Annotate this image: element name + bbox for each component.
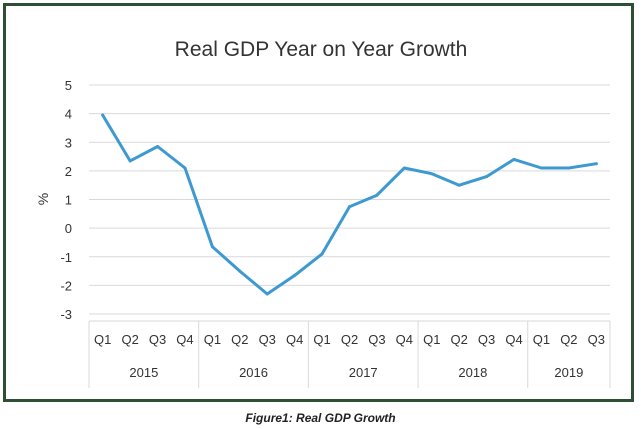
data-point bbox=[348, 205, 351, 209]
y-tick-label: -3 bbox=[60, 307, 72, 322]
x-tick-label: Q4 bbox=[286, 332, 303, 347]
data-point bbox=[594, 162, 598, 166]
x-tick-label: Q3 bbox=[368, 332, 385, 347]
gridlines bbox=[89, 84, 610, 315]
data-point bbox=[485, 175, 489, 179]
x-tick-label: Q1 bbox=[533, 332, 550, 347]
y-tick-label: 1 bbox=[65, 193, 72, 208]
data-point bbox=[320, 252, 324, 256]
y-tick-label: 2 bbox=[65, 164, 72, 179]
plot-area bbox=[101, 113, 598, 296]
x-tick-label: Q4 bbox=[396, 332, 413, 347]
x-tick-label: Q3 bbox=[478, 332, 495, 347]
y-axis-label: % bbox=[35, 193, 51, 205]
data-point bbox=[156, 145, 160, 149]
x-tick-label: Q3 bbox=[149, 332, 166, 347]
x-axis: Q1 Q2 Q3 Q4 Q1 Q2 Q3 Q4 Q1 Q2 Q3 Q4 Q1 Q2 Q3 Q4 Q1 Q2 Q3 20… bbox=[88, 320, 611, 388]
x-tick-label: Q1 bbox=[204, 332, 221, 347]
data-point bbox=[375, 193, 379, 197]
data-point bbox=[539, 166, 543, 170]
data-point bbox=[238, 269, 242, 273]
figure-caption: Figure1: Real GDP Growth bbox=[245, 411, 396, 425]
x-tick-label: Q4 bbox=[176, 332, 193, 347]
chart-title: Real GDP Year on Year Growth bbox=[175, 38, 468, 61]
data-point bbox=[101, 113, 105, 117]
x-tick-label: Q2 bbox=[231, 332, 248, 347]
y-axis-ticks: 5 4 3 2 1 0 -1 -2 -3 bbox=[60, 78, 72, 322]
x-tick-label: Q1 bbox=[423, 332, 440, 347]
y-tick-label: 3 bbox=[65, 135, 72, 150]
x-tick-label: Q3 bbox=[588, 332, 605, 347]
group-label: 2018 bbox=[458, 365, 487, 380]
data-point bbox=[265, 292, 269, 296]
y-tick-label: -2 bbox=[60, 278, 72, 293]
x-tick-label: Q1 bbox=[94, 332, 111, 347]
data-point bbox=[567, 166, 571, 170]
x-tick-label: Q2 bbox=[560, 332, 577, 347]
data-point bbox=[128, 159, 132, 163]
chart-frame bbox=[3, 3, 634, 402]
line-chart: Real GDP Year on Year Growth % 5 4 3 2 1 0 -1 -… bbox=[35, 38, 611, 388]
group-label: 2015 bbox=[129, 365, 158, 380]
x-tick-label: Q1 bbox=[313, 332, 330, 347]
data-point bbox=[402, 166, 406, 170]
group-label: 2016 bbox=[239, 365, 268, 380]
data-point bbox=[293, 273, 297, 277]
x-tick-label: Q2 bbox=[341, 332, 358, 347]
data-point bbox=[210, 245, 214, 249]
x-tick-label: Q2 bbox=[451, 332, 468, 347]
x-tick-label: Q4 bbox=[505, 332, 522, 347]
x-tick-label: Q3 bbox=[259, 332, 276, 347]
y-tick-label: -1 bbox=[60, 250, 72, 265]
data-point bbox=[430, 172, 434, 176]
y-tick-label: 4 bbox=[65, 107, 72, 122]
data-point bbox=[512, 157, 516, 161]
group-label: 2017 bbox=[349, 365, 378, 380]
y-tick-label: 0 bbox=[65, 221, 72, 236]
y-tick-label: 5 bbox=[65, 78, 72, 93]
x-tick-label: Q2 bbox=[121, 332, 138, 347]
data-point bbox=[183, 166, 187, 170]
data-point bbox=[457, 183, 461, 187]
group-label: 2019 bbox=[554, 365, 583, 380]
